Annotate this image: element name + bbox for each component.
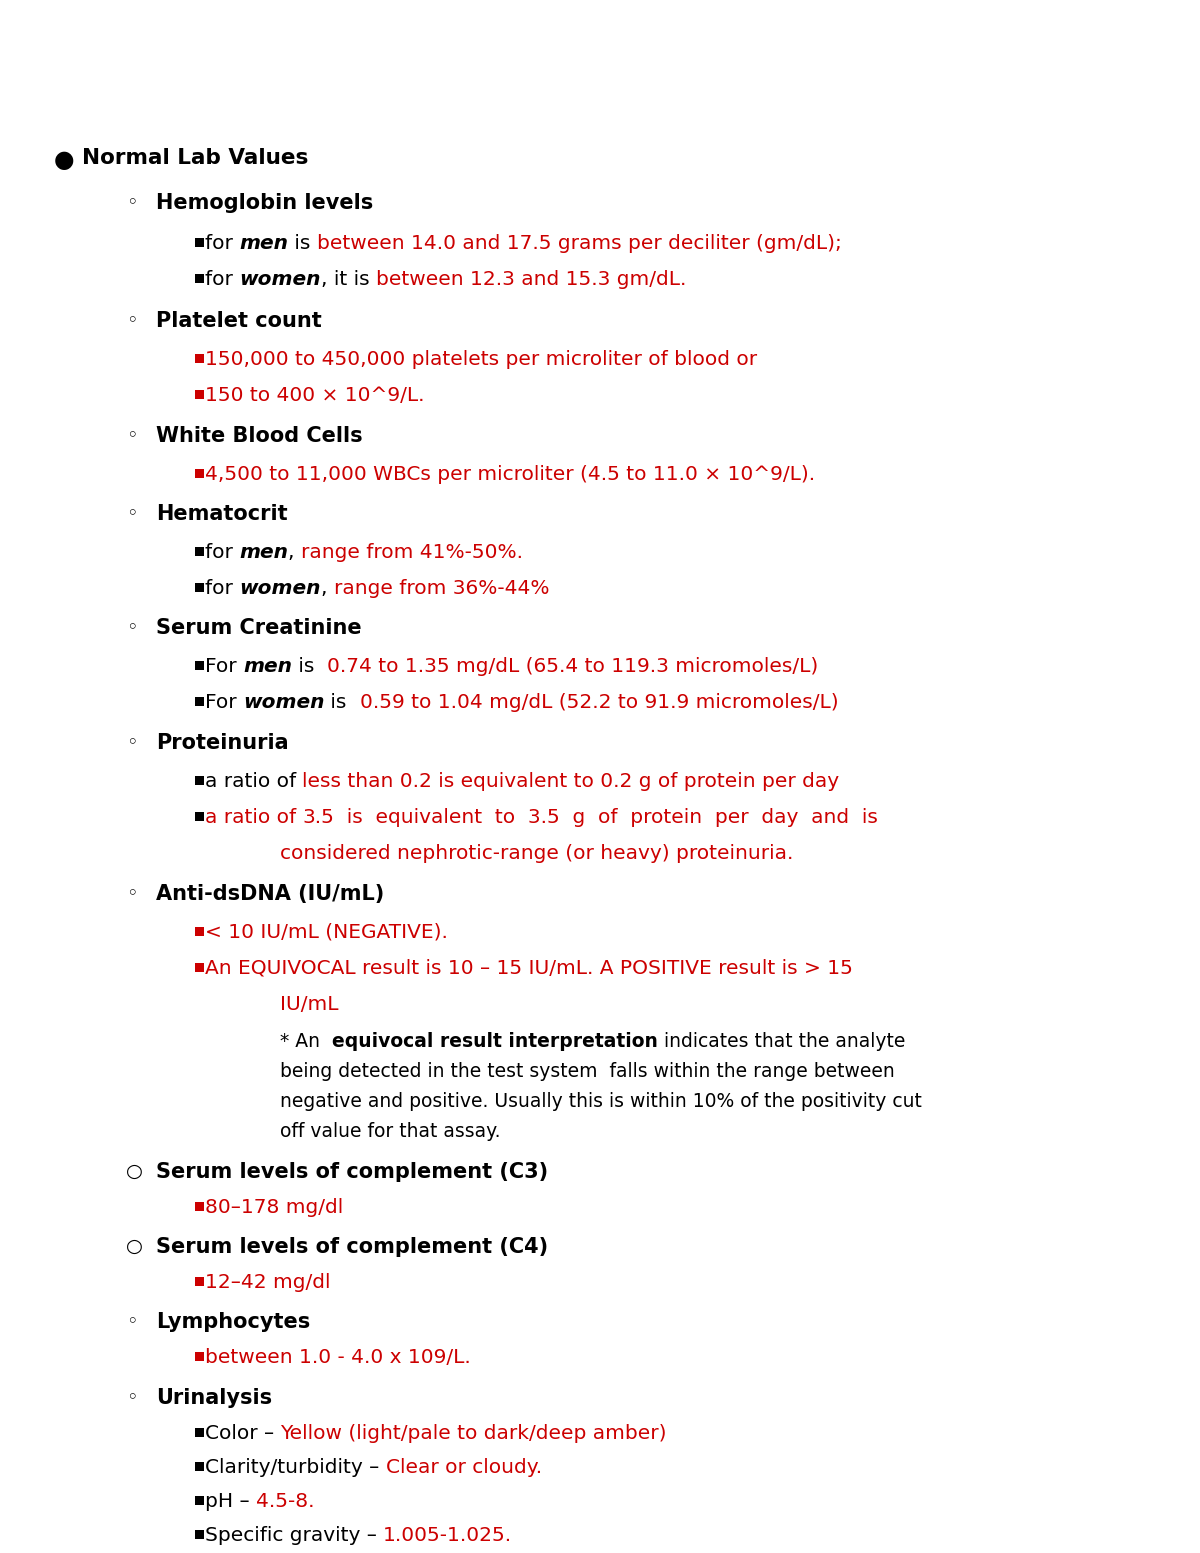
Text: is: is — [288, 235, 317, 253]
Text: Clarity/turbidity –: Clarity/turbidity – — [205, 1458, 385, 1477]
Text: ◦: ◦ — [126, 884, 138, 902]
Text: negative and positive. Usually this is within 10% of the positivity cut: negative and positive. Usually this is w… — [280, 1092, 922, 1110]
Text: considered nephrotic-range (or heavy) proteinuria.: considered nephrotic-range (or heavy) pr… — [280, 843, 793, 863]
Text: 12–42 mg/dl: 12–42 mg/dl — [205, 1273, 330, 1292]
Text: , it is: , it is — [320, 270, 376, 289]
Text: between 14.0 and 17.5 grams per deciliter (gm/dL);: between 14.0 and 17.5 grams per decilite… — [317, 235, 842, 253]
Bar — [194, 1496, 204, 1505]
Bar — [194, 662, 204, 669]
Text: 150,000 to 450,000 platelets per microliter of blood or: 150,000 to 450,000 platelets per microli… — [205, 349, 757, 370]
Text: range from 36%-44%: range from 36%-44% — [334, 579, 550, 598]
Text: women: women — [239, 579, 320, 598]
Text: Hemoglobin levels: Hemoglobin levels — [156, 193, 373, 213]
Bar — [194, 238, 204, 247]
Text: pH –: pH – — [205, 1492, 256, 1511]
Text: Lymphocytes: Lymphocytes — [156, 1312, 311, 1332]
Text: < 10 IU/mL (NEGATIVE).: < 10 IU/mL (NEGATIVE). — [205, 922, 448, 943]
Text: ◦: ◦ — [126, 618, 138, 637]
Text: Serum levels of complement (C3): Serum levels of complement (C3) — [156, 1162, 548, 1182]
Text: 150 to 400 × 10^9/L.: 150 to 400 × 10^9/L. — [205, 387, 425, 405]
Bar — [194, 1353, 204, 1360]
Text: for: for — [205, 235, 239, 253]
Text: ◦: ◦ — [126, 733, 138, 752]
Text: Specific gravity –: Specific gravity – — [205, 1527, 383, 1545]
Bar — [194, 776, 204, 784]
Bar — [194, 547, 204, 556]
Bar — [194, 390, 204, 399]
Text: 4,500 to 11,000 WBCs per microliter (4.5 to 11.0 × 10^9/L).: 4,500 to 11,000 WBCs per microliter (4.5… — [205, 464, 815, 485]
Text: 3.5: 3.5 — [302, 808, 335, 828]
Text: 4.5-8.: 4.5-8. — [256, 1492, 314, 1511]
Bar — [194, 469, 204, 478]
Text: is: is — [292, 657, 328, 676]
Bar — [194, 273, 204, 283]
Bar — [194, 1461, 204, 1471]
Text: between 12.3 and 15.3 gm/dL.: between 12.3 and 15.3 gm/dL. — [376, 270, 686, 289]
Text: women: women — [242, 693, 324, 711]
Text: Serum levels of complement (C4): Serum levels of complement (C4) — [156, 1238, 548, 1256]
Text: ○: ○ — [126, 1162, 143, 1180]
Text: For: For — [205, 693, 242, 711]
Bar — [194, 697, 204, 707]
Text: Serum Creatinine: Serum Creatinine — [156, 618, 361, 638]
Text: Yellow (light/pale to dark/deep amber): Yellow (light/pale to dark/deep amber) — [281, 1424, 667, 1443]
Text: men: men — [239, 544, 288, 562]
Bar — [194, 1277, 204, 1286]
Text: ○: ○ — [126, 1238, 143, 1256]
Text: Normal Lab Values: Normal Lab Values — [82, 148, 308, 168]
Text: range from 41%-50%.: range from 41%-50%. — [301, 544, 523, 562]
Text: Platelet count: Platelet count — [156, 311, 322, 331]
Text: 0.74 to 1.35 mg/dL (65.4 to 119.3 micromoles/L): 0.74 to 1.35 mg/dL (65.4 to 119.3 microm… — [328, 657, 818, 676]
Text: for: for — [205, 270, 239, 289]
Bar — [194, 582, 204, 592]
Text: Clear or cloudy.: Clear or cloudy. — [385, 1458, 541, 1477]
Bar — [194, 963, 204, 972]
Text: a ratio of: a ratio of — [205, 772, 302, 790]
Text: ,: , — [320, 579, 334, 598]
Text: Anti-dsDNA (IU/mL): Anti-dsDNA (IU/mL) — [156, 884, 384, 904]
Bar — [194, 1530, 204, 1539]
Text: ◦: ◦ — [126, 1312, 138, 1331]
Text: off value for that assay.: off value for that assay. — [280, 1121, 500, 1141]
Bar — [194, 927, 204, 936]
Text: is  equivalent  to  3.5  g  of  protein  per  day  and  is: is equivalent to 3.5 g of protein per da… — [335, 808, 878, 828]
Text: women: women — [239, 270, 320, 289]
Text: Hematocrit: Hematocrit — [156, 505, 288, 523]
Text: less than 0.2 is equivalent to 0.2 g of protein per day: less than 0.2 is equivalent to 0.2 g of … — [302, 772, 840, 790]
Text: For: For — [205, 657, 242, 676]
Text: ●: ● — [54, 148, 74, 172]
Text: a ratio of: a ratio of — [205, 808, 302, 828]
Bar — [194, 812, 204, 822]
Text: 80–178 mg/dl: 80–178 mg/dl — [205, 1197, 343, 1218]
Text: is: is — [324, 693, 360, 711]
Bar — [194, 1429, 204, 1437]
Text: * An: * An — [280, 1033, 332, 1051]
Text: between 1.0 - 4.0 x 109/L.: between 1.0 - 4.0 x 109/L. — [205, 1348, 470, 1367]
Text: Proteinuria: Proteinuria — [156, 733, 289, 753]
Text: men: men — [239, 235, 288, 253]
Bar — [194, 1202, 204, 1211]
Text: Urinalysis: Urinalysis — [156, 1388, 272, 1409]
Text: 0.59 to 1.04 mg/dL (52.2 to 91.9 micromoles/L): 0.59 to 1.04 mg/dL (52.2 to 91.9 micromo… — [360, 693, 839, 711]
Text: ,: , — [288, 544, 301, 562]
Text: being detected in the test system  falls within the range between: being detected in the test system falls … — [280, 1062, 895, 1081]
Text: An EQUIVOCAL result is 10 – 15 IU/mL. A POSITIVE result is > 15: An EQUIVOCAL result is 10 – 15 IU/mL. A … — [205, 960, 853, 978]
Text: ◦: ◦ — [126, 426, 138, 446]
Text: White Blood Cells: White Blood Cells — [156, 426, 362, 446]
Text: men: men — [242, 657, 292, 676]
Text: equivocal result interpretation: equivocal result interpretation — [332, 1033, 658, 1051]
Text: ◦: ◦ — [126, 311, 138, 329]
Text: IU/mL: IU/mL — [280, 995, 338, 1014]
Bar — [194, 354, 204, 363]
Text: ◦: ◦ — [126, 505, 138, 523]
Text: for: for — [205, 544, 239, 562]
Text: indicates that the analyte: indicates that the analyte — [658, 1033, 905, 1051]
Text: ◦: ◦ — [126, 193, 138, 213]
Text: ◦: ◦ — [126, 1388, 138, 1407]
Text: Color –: Color – — [205, 1424, 281, 1443]
Text: 1.005-1.025.: 1.005-1.025. — [383, 1527, 512, 1545]
Text: for: for — [205, 579, 239, 598]
